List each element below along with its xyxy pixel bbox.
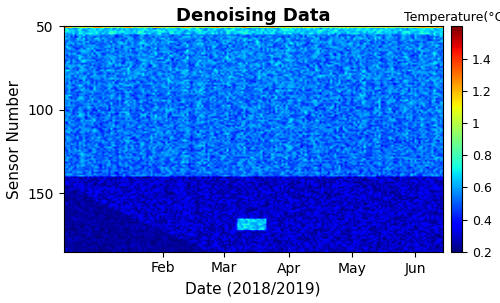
Y-axis label: Sensor Number: Sensor Number xyxy=(7,80,22,199)
Title: Denoising Data: Denoising Data xyxy=(176,7,330,25)
X-axis label: Date (2018/2019): Date (2018/2019) xyxy=(186,281,321,296)
Title: Temperature(°C): Temperature(°C) xyxy=(404,11,500,24)
